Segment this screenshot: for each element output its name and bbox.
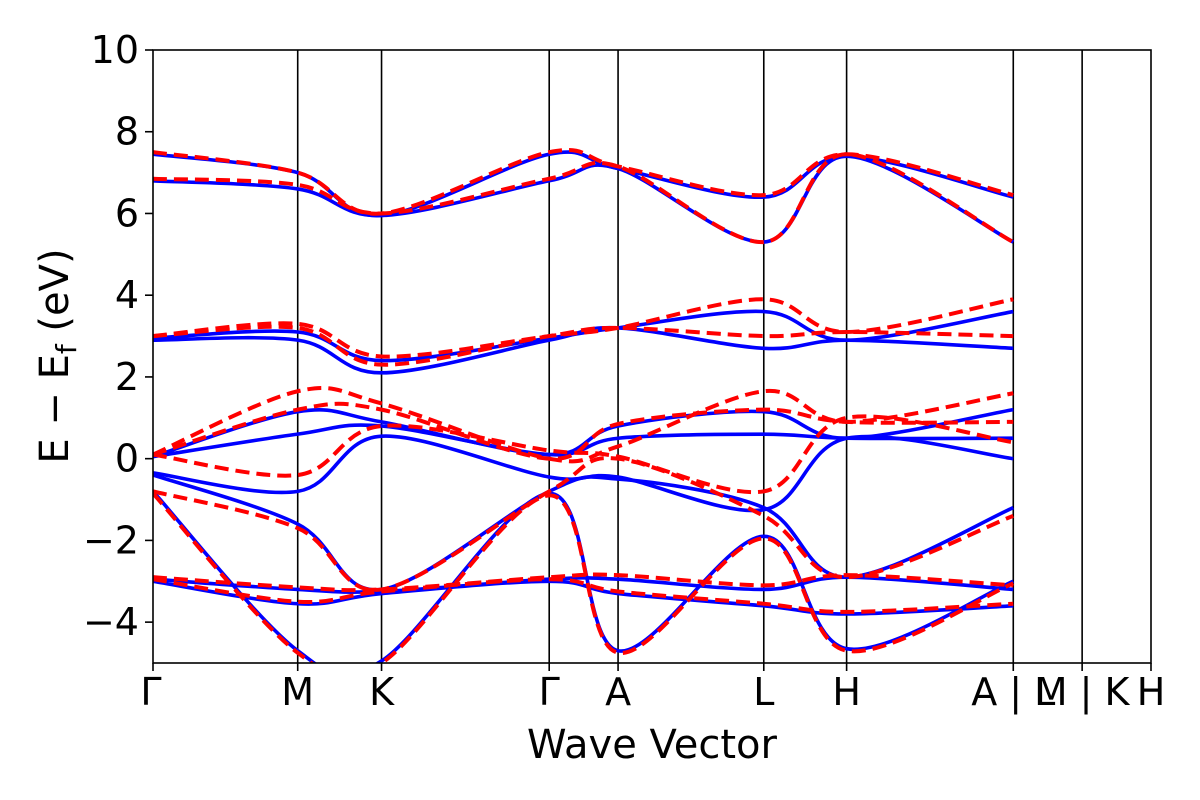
y-tick-label: 0 [115, 437, 139, 481]
x-tick-label: M [281, 670, 314, 714]
y-tick-label: 4 [115, 273, 139, 317]
x-tick-label: Γ [140, 670, 161, 714]
plot-frame [152, 49, 1152, 664]
x-axis-title: Wave Vector [527, 722, 778, 768]
band-lines [153, 147, 1015, 663]
plot-background [153, 50, 1151, 663]
x-tick-label: L [753, 670, 774, 714]
band-line-dashed [153, 577, 1014, 614]
y-tick-label: −2 [83, 518, 139, 562]
band-line-dashed [153, 324, 1014, 367]
band-line-solid [153, 575, 1014, 594]
x-tick-label: Γ [539, 670, 560, 714]
y-axis-title: E − Ef (eV) [32, 248, 83, 463]
y-tick-label: 6 [115, 191, 139, 235]
band-line-dashed [153, 456, 1014, 592]
x-tick-label: H [832, 670, 861, 714]
y-axis-title-main: E − E [32, 354, 78, 464]
band-line-solid [153, 407, 1014, 459]
band-line-dashed [153, 414, 1014, 495]
band-line-dashed [153, 297, 1014, 359]
y-tick-label: 10 [91, 28, 139, 72]
band-line-dashed [153, 147, 1014, 216]
y-tick-label: 2 [115, 355, 139, 399]
y-axis-title-unit: (eV) [32, 248, 78, 344]
x-tick-label: A [605, 670, 631, 714]
y-tick-label: 8 [115, 110, 139, 154]
x-tick-label: A | L [971, 670, 1055, 715]
y-tick-label: −4 [83, 600, 139, 644]
x-tick-label: H [1137, 670, 1166, 714]
y-axis-ticks: −4 −2 0 2 4 6 8 10 [83, 28, 153, 644]
band-line-dashed [153, 401, 1014, 461]
x-tick-label: K [369, 670, 395, 714]
y-axis-title-subscript: f [50, 343, 83, 354]
band-line-solid [153, 579, 1014, 616]
x-tick-label: M | K [1035, 670, 1131, 715]
